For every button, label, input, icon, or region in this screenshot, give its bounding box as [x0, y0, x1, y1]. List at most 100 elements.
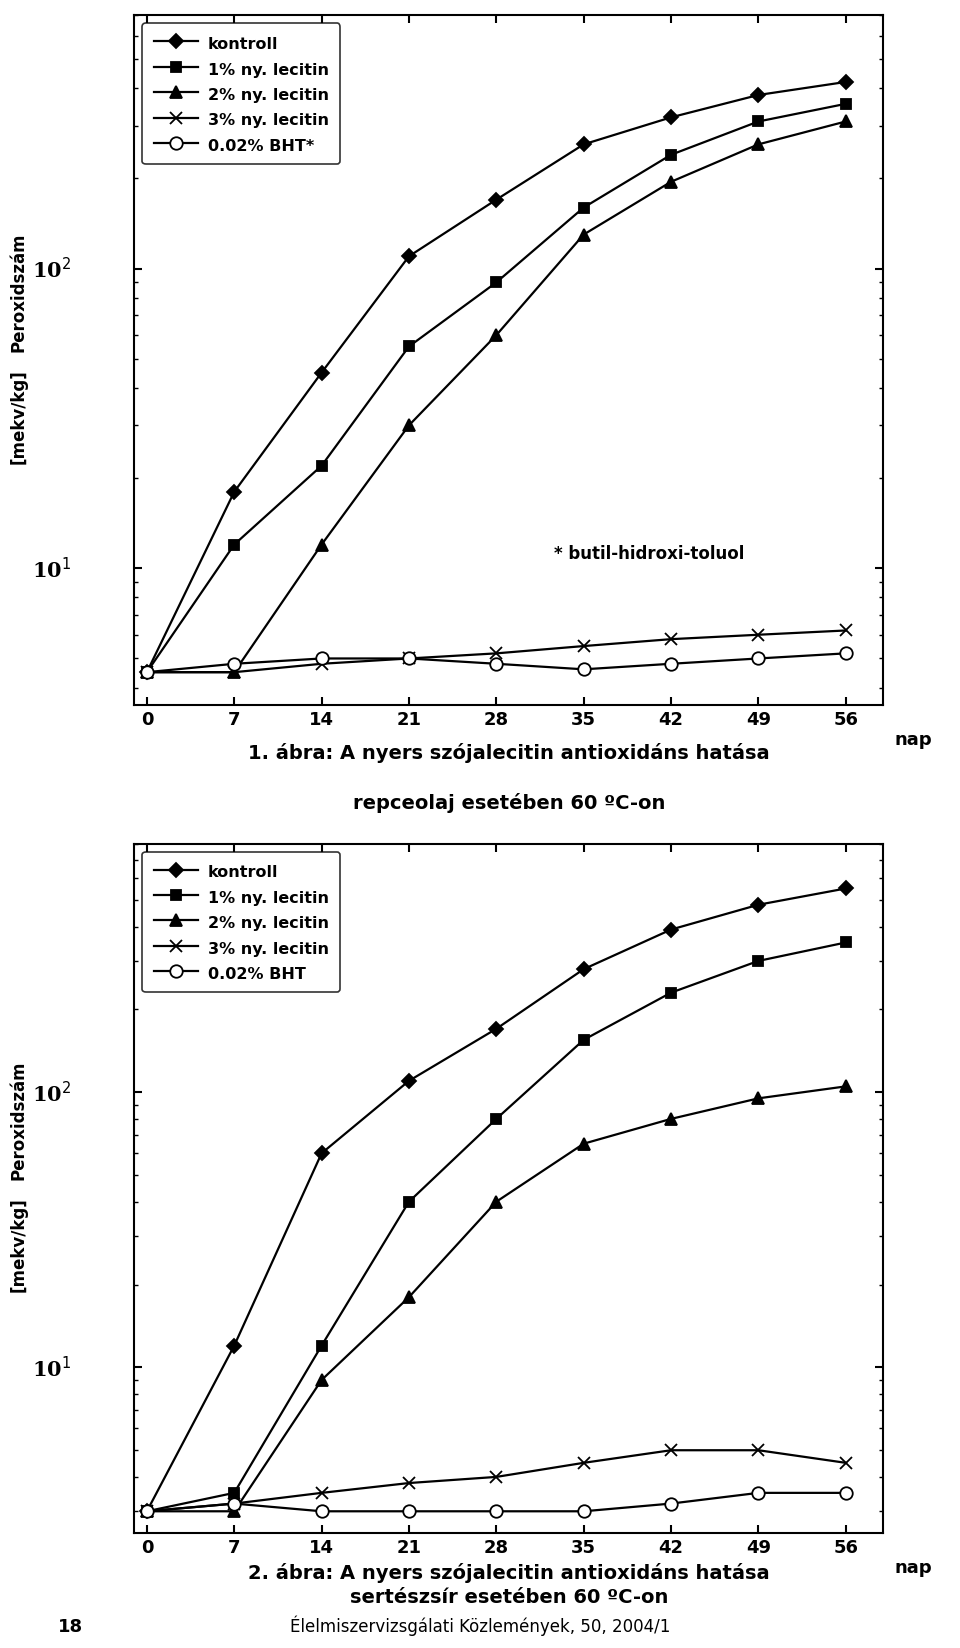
- 2% ny. lecitin: [578, 1134, 589, 1154]
- 1% ny. lecitin: [228, 536, 240, 555]
- Line: 0.02% BHT: 0.02% BHT: [140, 1486, 852, 1518]
- 3% ny. lecitin: [141, 662, 153, 682]
- Text: 10$^2$: 10$^2$: [32, 257, 71, 282]
- 0.02% BHT*: [141, 662, 153, 682]
- 2% ny. lecitin: [840, 112, 852, 132]
- Line: kontroll: kontroll: [142, 77, 851, 677]
- 3% ny. lecitin: [491, 644, 502, 664]
- Text: 10$^1$: 10$^1$: [32, 1355, 71, 1379]
- 3% ny. lecitin: [403, 649, 415, 669]
- kontroll: [753, 895, 764, 915]
- Text: 10$^2$: 10$^2$: [32, 1079, 71, 1106]
- 1% ny. lecitin: [753, 112, 764, 132]
- 0.02% BHT*: [753, 649, 764, 669]
- kontroll: [491, 1018, 502, 1038]
- kontroll: [665, 920, 677, 939]
- Text: 18: 18: [58, 1617, 83, 1635]
- 3% ny. lecitin: [141, 1501, 153, 1521]
- Legend: kontroll, 1% ny. lecitin, 2% ny. lecitin, 3% ny. lecitin, 0.02% BHT*: kontroll, 1% ny. lecitin, 2% ny. lecitin…: [142, 25, 340, 165]
- 1% ny. lecitin: [491, 274, 502, 293]
- 1% ny. lecitin: [665, 145, 677, 165]
- 3% ny. lecitin: [316, 1483, 327, 1503]
- 2% ny. lecitin: [753, 1089, 764, 1109]
- 0.02% BHT*: [228, 654, 240, 674]
- Line: kontroll: kontroll: [142, 883, 851, 1516]
- 1% ny. lecitin: [403, 338, 415, 358]
- kontroll: [228, 1337, 240, 1356]
- kontroll: [228, 483, 240, 503]
- Line: 1% ny. lecitin: 1% ny. lecitin: [142, 938, 851, 1516]
- 2% ny. lecitin: [228, 662, 240, 682]
- 0.02% BHT: [316, 1501, 327, 1521]
- 2% ny. lecitin: [316, 536, 327, 555]
- Text: * butil-hidroxi-toluol: * butil-hidroxi-toluol: [554, 545, 744, 564]
- Line: 3% ny. lecitin: 3% ny. lecitin: [140, 625, 852, 679]
- Text: repceolaj esetében 60 ºC-on: repceolaj esetében 60 ºC-on: [352, 793, 665, 812]
- 2% ny. lecitin: [578, 226, 589, 246]
- 3% ny. lecitin: [491, 1467, 502, 1486]
- 3% ny. lecitin: [403, 1473, 415, 1493]
- 0.02% BHT*: [491, 654, 502, 674]
- Line: 2% ny. lecitin: 2% ny. lecitin: [141, 1081, 852, 1516]
- 3% ny. lecitin: [665, 630, 677, 649]
- 1% ny. lecitin: [316, 456, 327, 476]
- kontroll: [403, 1071, 415, 1091]
- kontroll: [316, 1144, 327, 1163]
- 1% ny. lecitin: [578, 1030, 589, 1050]
- 0.02% BHT: [578, 1501, 589, 1521]
- Text: Peroxidszám: Peroxidszám: [10, 232, 27, 351]
- 2% ny. lecitin: [403, 1287, 415, 1307]
- Text: 2. ábra: A nyers szójalecitin antioxidáns hatása: 2. ábra: A nyers szójalecitin antioxidán…: [248, 1562, 770, 1582]
- 3% ny. lecitin: [840, 621, 852, 641]
- 3% ny. lecitin: [228, 662, 240, 682]
- Text: [mekv/kg]: [mekv/kg]: [10, 1196, 27, 1290]
- kontroll: [665, 109, 677, 129]
- kontroll: [316, 364, 327, 384]
- 2% ny. lecitin: [665, 173, 677, 193]
- 2% ny. lecitin: [753, 135, 764, 155]
- 3% ny. lecitin: [228, 1493, 240, 1513]
- kontroll: [840, 878, 852, 898]
- kontroll: [403, 247, 415, 267]
- 2% ny. lecitin: [665, 1109, 677, 1129]
- kontroll: [753, 86, 764, 105]
- 1% ny. lecitin: [141, 1501, 153, 1521]
- 2% ny. lecitin: [316, 1369, 327, 1389]
- 3% ny. lecitin: [578, 636, 589, 656]
- kontroll: [578, 959, 589, 979]
- 1% ny. lecitin: [665, 984, 677, 1004]
- 1% ny. lecitin: [840, 96, 852, 115]
- 0.02% BHT: [753, 1483, 764, 1503]
- 3% ny. lecitin: [753, 626, 764, 646]
- kontroll: [578, 135, 589, 155]
- 0.02% BHT*: [403, 649, 415, 669]
- 1% ny. lecitin: [578, 198, 589, 218]
- 0.02% BHT*: [665, 654, 677, 674]
- 2% ny. lecitin: [141, 662, 153, 682]
- Text: [mekv/kg]: [mekv/kg]: [10, 369, 27, 463]
- 1% ny. lecitin: [228, 1483, 240, 1503]
- 0.02% BHT*: [316, 649, 327, 669]
- 1% ny. lecitin: [403, 1192, 415, 1211]
- kontroll: [491, 191, 502, 211]
- 0.02% BHT: [840, 1483, 852, 1503]
- 1% ny. lecitin: [753, 951, 764, 971]
- 3% ny. lecitin: [753, 1440, 764, 1460]
- 2% ny. lecitin: [141, 1501, 153, 1521]
- 2% ny. lecitin: [228, 1501, 240, 1521]
- 0.02% BHT: [141, 1501, 153, 1521]
- 1% ny. lecitin: [491, 1109, 502, 1129]
- Text: nap: nap: [895, 1557, 932, 1575]
- 0.02% BHT: [403, 1501, 415, 1521]
- 0.02% BHT*: [840, 644, 852, 664]
- 1% ny. lecitin: [316, 1337, 327, 1356]
- 3% ny. lecitin: [665, 1440, 677, 1460]
- 3% ny. lecitin: [316, 654, 327, 674]
- Line: 0.02% BHT*: 0.02% BHT*: [140, 648, 852, 679]
- Legend: kontroll, 1% ny. lecitin, 2% ny. lecitin, 3% ny. lecitin, 0.02% BHT: kontroll, 1% ny. lecitin, 2% ny. lecitin…: [142, 852, 340, 992]
- 2% ny. lecitin: [491, 1192, 502, 1211]
- 2% ny. lecitin: [403, 417, 415, 437]
- Line: 1% ny. lecitin: 1% ny. lecitin: [142, 101, 851, 677]
- kontroll: [840, 73, 852, 92]
- Text: 10$^1$: 10$^1$: [32, 557, 71, 582]
